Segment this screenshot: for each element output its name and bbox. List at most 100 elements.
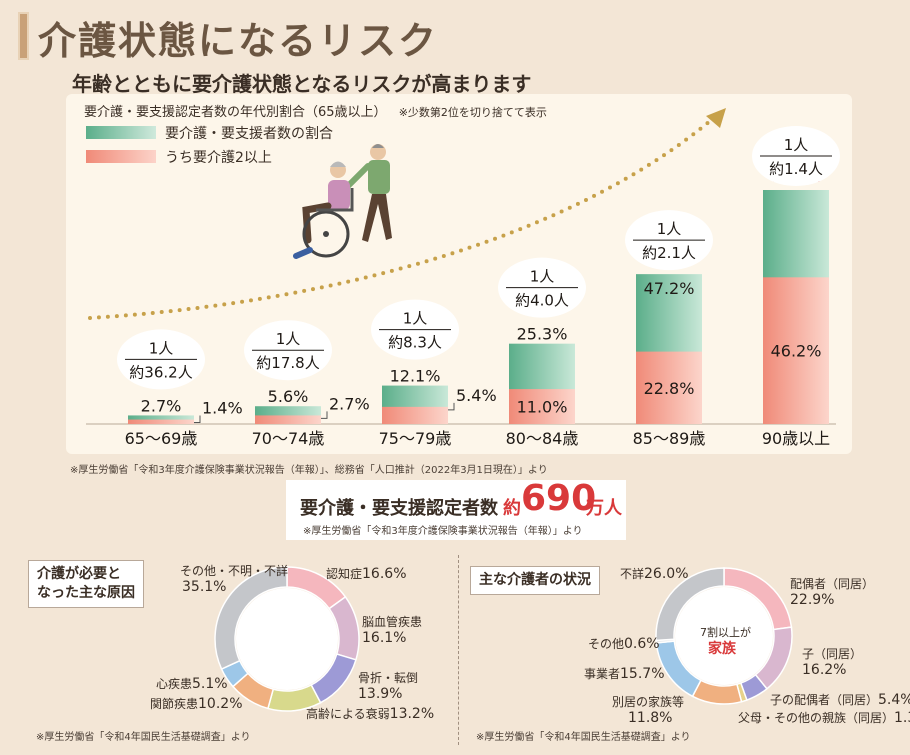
ratio-line1: 1人 [530, 268, 555, 286]
bar-care2-label: 11.0% [517, 398, 568, 417]
cause-label-dementia: 認知症16.6% [326, 566, 407, 582]
caregiver-name-child-spouse: 子の配偶者（同居） [770, 693, 879, 707]
caregiver-center-top: 7割以上が [700, 626, 751, 639]
caregiver-value-unknown: 26.0% [644, 566, 689, 582]
ratio-line2: 約36.2人 [129, 363, 192, 381]
caregiver-name-other: その他 [588, 637, 625, 651]
bar-care2 [636, 351, 702, 424]
bar-chart-title: 要介護・要支援認定者数の年代別割合（65歳以上） ※少数第2位を切り捨てて表示 [84, 101, 547, 120]
cause-label-stroke: 脳血管疾患 16.1% [362, 614, 422, 646]
page-subtitle: 年齢とともに要介護状態となるリスクが高まります [72, 72, 532, 96]
bar-chart-source: ※厚生労働省「令和3年度介護保険事業状況報告（年報）」、総務省「人口推計（202… [70, 465, 548, 476]
cause-donut-chart [214, 566, 360, 712]
caregiver-value-parents: 1.3% [894, 710, 910, 726]
caregiver-label-unknown: 不詳26.0% [620, 566, 689, 582]
cause-value-other: 35.1% [182, 579, 227, 595]
cause-label-heart: 心疾患5.1% [156, 676, 228, 692]
caregiver-name-business: 事業者 [584, 667, 621, 681]
bar-chart-title-text: 要介護・要支援認定者数の年代別割合（65歳以上） [84, 105, 387, 120]
ratio-line2: 約4.0人 [515, 292, 569, 310]
ratio-line2: 約17.8人 [256, 354, 319, 372]
cause-value-fracture: 13.9% [358, 686, 403, 702]
caregiver-name-parents: 父母・その他の親族（同居） [738, 711, 895, 725]
ratio-line1: 1人 [784, 136, 809, 154]
caregiver-value-business: 15.7% [620, 666, 665, 682]
legend-swatch-care2 [86, 150, 156, 163]
bar-total-label: 25.3% [517, 325, 568, 344]
ratio-line1: 1人 [149, 339, 174, 357]
bar-care2-label: 2.7% [329, 394, 370, 413]
donut-hole [236, 588, 338, 690]
cause-name-stroke: 脳血管疾患 [362, 615, 423, 629]
total-prefix: 約 [503, 498, 521, 519]
legend-label-care2: うち要介護2以上 [165, 150, 272, 166]
category-label: 85〜89歳 [633, 429, 706, 448]
category-label: 65〜69歳 [125, 429, 198, 448]
category-label: 90歳以上 [762, 429, 830, 448]
caregiver-name-unknown: 不詳 [620, 567, 645, 581]
bar-chart-panel [66, 94, 852, 454]
ratio-line2: 約2.1人 [642, 244, 696, 262]
caregiver-value-spouse: 22.9% [790, 592, 835, 608]
cause-name-frailty: 高齢による衰弱 [306, 707, 390, 721]
donut-slice [214, 566, 288, 671]
cause-value-joint: 10.2% [198, 696, 243, 712]
cause-source: ※厚生労働省「令和4年国民生活基礎調査」より [36, 732, 251, 743]
caregiver-label-parents: 父母・その他の親族（同居）1.3% [738, 710, 910, 726]
caregiver-label-other: その他0.6% [588, 636, 660, 652]
caregiver-header: 主な介護者の状況 [470, 566, 600, 595]
cause-name-dementia: 認知症 [326, 567, 363, 581]
wheel-icon [302, 210, 350, 258]
bar-care2 [255, 415, 321, 424]
legend-swatch-total [86, 126, 156, 139]
bar-care2 [128, 419, 194, 424]
caregiver-body-icon [368, 160, 390, 194]
cause-value-heart: 5.1% [192, 676, 228, 692]
section-divider [458, 555, 460, 745]
caregiver-label-separate: 別居の家族等 11.8% [612, 694, 684, 726]
patient-body-icon [328, 180, 350, 210]
cause-label-fracture: 骨折・転倒 13.9% [358, 670, 418, 702]
caregiver-label-business: 事業者15.7% [584, 666, 665, 682]
caregiver-value-separate: 11.8% [628, 710, 673, 726]
ratio-line1: 1人 [276, 330, 301, 348]
page-title: 介護状態になるリスク [38, 19, 439, 63]
cause-name-fracture: 骨折・転倒 [358, 671, 419, 685]
ratio-line1: 1人 [403, 310, 428, 328]
total-label: 要介護・要支援認定者数 [300, 498, 498, 519]
bar-care2-label: 1.4% [202, 399, 243, 418]
bar-total-label: 47.2% [644, 279, 695, 298]
total-box [286, 480, 626, 540]
total-value: 690 [521, 478, 597, 519]
growth-arrow-head [706, 108, 726, 128]
cause-label-frailty: 高齢による衰弱13.2% [306, 706, 434, 722]
cause-header: 介護が必要と なった主な原因 [28, 560, 144, 608]
caregiver-name-spouse: 配偶者（同居） [790, 577, 875, 591]
cause-value-stroke: 16.1% [362, 630, 407, 646]
bar-total-label: 5.6% [268, 387, 309, 406]
cause-value-dementia: 16.6% [362, 566, 407, 582]
wheelchair-illustration [293, 144, 392, 259]
cause-name-heart: 心疾患 [156, 677, 193, 691]
bar-care2-label: 5.4% [456, 386, 497, 405]
total-unit: 万人 [586, 498, 622, 519]
caregiver-name-child: 子（同居） [802, 647, 863, 661]
caregiver-value-child-spouse: 5.4% [878, 692, 910, 708]
legend-label-total: 要介護・要支援者数の割合 [165, 126, 333, 142]
caregiver-donut-chart [655, 567, 793, 705]
ratio-line1: 1人 [657, 220, 682, 238]
caregiver-label-spouse: 配偶者（同居） 22.9% [790, 576, 874, 608]
caregiver-value-other: 0.6% [624, 636, 660, 652]
caregiver-label-child: 子（同居） 16.2% [802, 646, 862, 678]
category-label: 75〜79歳 [379, 429, 452, 448]
cause-label-other: その他・不明・不詳 35.1% [180, 563, 288, 595]
caregiver-name-separate: 別居の家族等 [612, 695, 685, 709]
caregiver-value-child: 16.2% [802, 662, 847, 678]
category-label: 70〜74歳 [252, 429, 325, 448]
caregiver-label-child-spouse: 子の配偶者（同居）5.4% [770, 692, 910, 708]
bar-total-label: 2.7% [141, 396, 182, 415]
bar-care2-label: 46.2% [771, 342, 822, 361]
bar-care2 [509, 389, 575, 424]
bar-total-label: 12.1% [390, 367, 441, 386]
bar-care2 [382, 406, 448, 424]
